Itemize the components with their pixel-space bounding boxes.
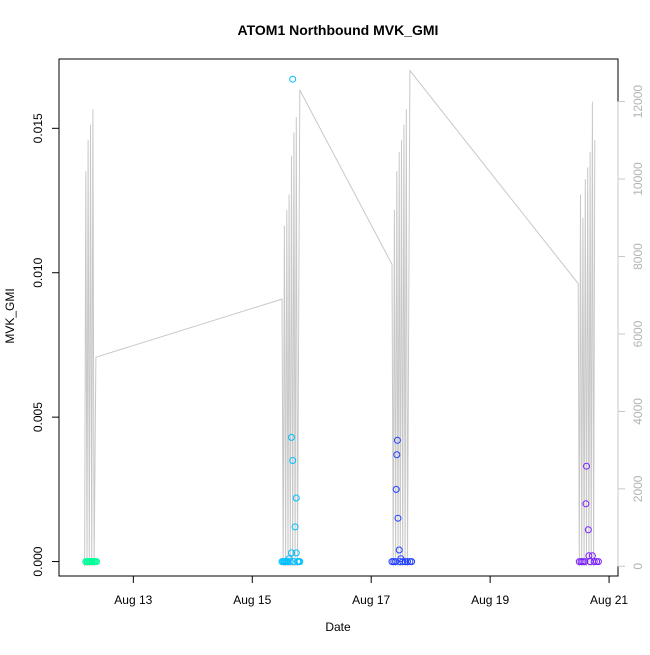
data-point — [399, 558, 407, 566]
data-point — [292, 549, 300, 557]
x-tick-label: Aug 15 — [233, 593, 271, 607]
x-tick-label: Aug 21 — [590, 593, 628, 607]
data-point — [289, 457, 297, 464]
y2-tick-label: 0 — [631, 563, 645, 570]
data-point — [581, 558, 589, 566]
data-point — [395, 546, 403, 554]
plot-area: Aug 13 Aug 15 Aug 17 Aug 19 Aug 21 0.000 0.005… — [31, 58, 645, 607]
data-point — [408, 558, 416, 566]
data-point — [286, 558, 294, 566]
data-point — [392, 485, 400, 493]
data-point — [392, 558, 400, 566]
data-point — [590, 558, 598, 566]
y2-tick-label: 10000 — [631, 162, 645, 196]
data-point — [404, 558, 411, 566]
y-axis-label: MVK_GMI — [3, 288, 17, 343]
y2-tick-label: 6000 — [631, 320, 645, 347]
chart-title: ATOM1 Northbound MVK_GMI — [238, 22, 439, 38]
altitude-line — [84, 69, 596, 567]
x-tick-label: Aug 17 — [352, 593, 390, 607]
data-point — [93, 558, 100, 566]
y-tick-label: 0.015 — [31, 113, 45, 143]
data-point — [291, 523, 299, 531]
x-axis-label: Date — [325, 620, 351, 634]
y2-tick-label: 8000 — [631, 243, 645, 270]
data-point — [393, 436, 401, 444]
data-point — [296, 558, 304, 566]
y2-tick-label: 2000 — [631, 475, 645, 502]
data-point — [582, 500, 590, 508]
data-point — [288, 433, 295, 441]
x-tick-label: Aug 13 — [114, 593, 152, 607]
y2-tick-label: 4000 — [631, 398, 645, 425]
y2-tick-label: 12000 — [631, 85, 645, 119]
data-point — [289, 75, 297, 83]
data-point — [396, 558, 404, 566]
data-point — [584, 526, 592, 534]
x-tick-label: Aug 19 — [471, 593, 509, 607]
y-tick-label: 0.005 — [31, 402, 45, 432]
y-tick-label: 0.000 — [31, 546, 45, 576]
data-point — [583, 462, 590, 470]
data-point — [393, 451, 401, 459]
data-point — [288, 549, 295, 557]
data-point — [594, 558, 602, 566]
y-tick-label: 0.010 — [31, 257, 45, 287]
data-point — [292, 494, 300, 502]
plot-frame — [58, 58, 619, 577]
data-point — [394, 514, 402, 522]
